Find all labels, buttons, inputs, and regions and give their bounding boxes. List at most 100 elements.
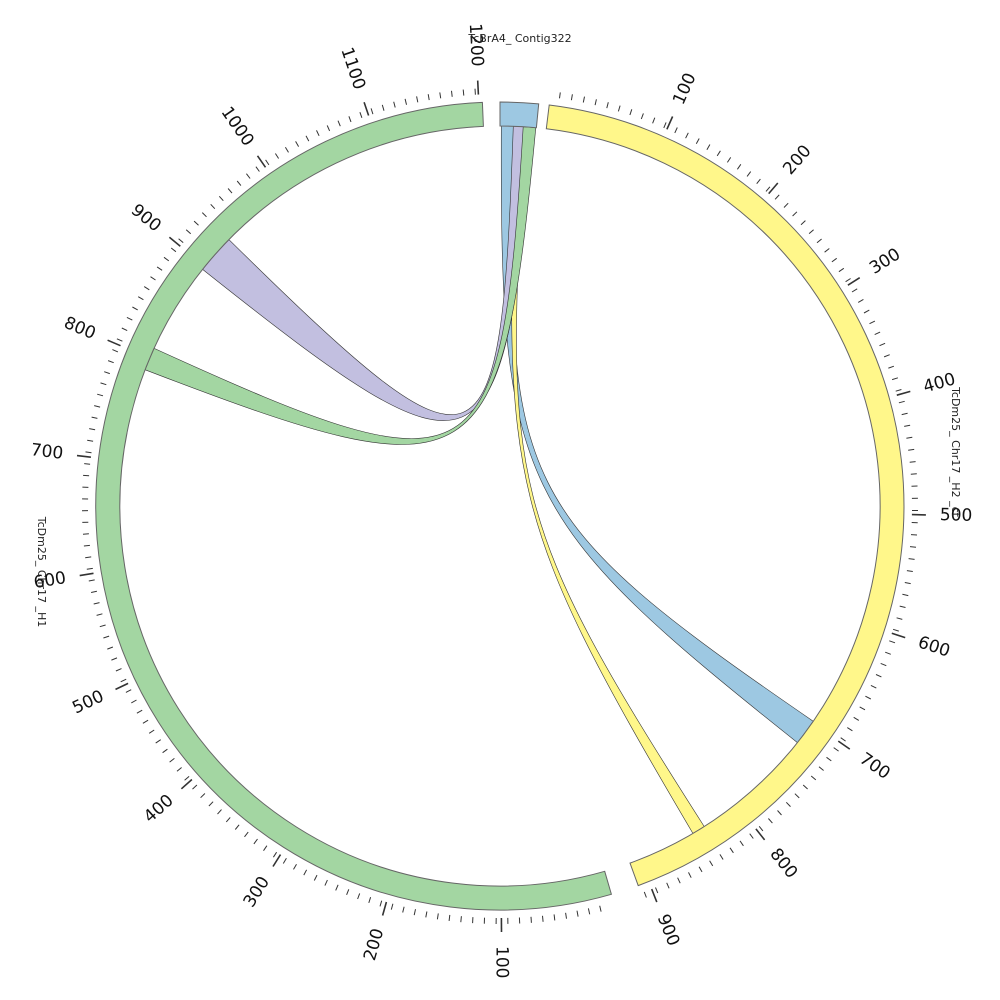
tick-major — [180, 778, 193, 790]
tick-minor — [87, 439, 94, 442]
tick-minor — [883, 354, 890, 358]
tick-minor — [885, 651, 891, 655]
tick-minor — [303, 869, 308, 876]
tick-minor — [425, 911, 428, 918]
chromosome-segments — [95, 101, 905, 911]
tick-minor — [826, 756, 832, 762]
tick-label-h1: 800 — [61, 313, 99, 344]
tick-major — [79, 572, 94, 577]
tick-minor — [439, 92, 442, 99]
tick-minor — [86, 567, 93, 570]
tick-minor — [404, 98, 407, 105]
tick-minor — [863, 309, 870, 314]
tick-label-h2: 600 — [915, 632, 952, 661]
tick-minor — [143, 286, 150, 291]
tick-minor — [749, 833, 754, 839]
tick-minor — [390, 903, 394, 910]
tick-minor — [115, 668, 122, 672]
tick-major — [168, 236, 181, 247]
tick-minor — [865, 695, 872, 700]
tick-minor — [274, 153, 280, 159]
tick-label-h2: 500 — [940, 505, 973, 526]
tick-minor — [895, 389, 902, 392]
tick-minor — [253, 838, 258, 845]
tick-minor — [643, 891, 647, 898]
tick-minor — [906, 570, 913, 572]
tick-minor — [785, 801, 791, 807]
tick-minor — [874, 331, 881, 336]
tick-label-h2: 800 — [765, 845, 801, 883]
tick-minor — [131, 699, 137, 704]
tick-label-h2: 200 — [779, 141, 815, 179]
tick-minor — [845, 278, 851, 283]
tick-major — [768, 182, 779, 195]
tick-minor — [451, 90, 453, 97]
segment-label-h1: TcDm25_ Chr17 _H1 — [35, 516, 48, 628]
tick-minor — [176, 767, 182, 772]
tick-minor — [802, 784, 808, 790]
tick-minor — [218, 195, 224, 202]
tick-minor — [736, 164, 742, 170]
tick-minor — [716, 150, 721, 157]
tick-minor — [663, 122, 667, 129]
tick-minor — [184, 776, 190, 781]
tick-minor — [685, 132, 689, 139]
tick-minor — [185, 229, 192, 235]
tick-minor — [888, 365, 895, 369]
tick-minor — [125, 689, 132, 693]
tick-minor — [582, 96, 585, 103]
tick-minor — [824, 248, 830, 253]
tick-minor — [666, 882, 670, 889]
tick-minor — [688, 872, 692, 878]
tick-minor — [295, 141, 300, 147]
tick-minor — [559, 92, 561, 99]
tick-label-h2: 900 — [653, 911, 684, 949]
tick-minor — [99, 624, 106, 628]
tick-minor — [265, 159, 270, 166]
tick-minor — [88, 579, 95, 582]
tick-major — [476, 80, 480, 95]
tick-minor — [148, 729, 155, 734]
tick-minor — [170, 247, 177, 253]
tick-label-h1: 900 — [127, 200, 165, 236]
tick-label-h1: 400 — [140, 791, 178, 828]
link-ribbon-contig-h1-3 — [202, 125, 535, 421]
tick-minor — [326, 125, 331, 132]
tick-major — [107, 339, 121, 347]
tick-minor — [246, 173, 251, 179]
tick-minor — [891, 377, 899, 381]
tick-minor — [416, 96, 419, 103]
tick-label-h1: 1000 — [217, 103, 258, 150]
tick-minor — [909, 546, 917, 548]
link-ribbons — [144, 125, 814, 834]
tick-minor — [783, 202, 789, 208]
tick-minor — [112, 349, 119, 353]
tick-minor — [121, 327, 128, 332]
tick-minor — [818, 766, 824, 771]
tick-minor — [156, 266, 163, 271]
tick-minor — [542, 915, 544, 922]
tick-minor — [346, 889, 350, 895]
tick-major — [755, 828, 766, 841]
tick-minor — [359, 112, 363, 118]
tick-minor — [719, 854, 724, 860]
tick-minor — [225, 817, 231, 823]
tick-minor — [163, 256, 170, 262]
tick-minor — [831, 257, 838, 263]
tick-minor — [899, 605, 906, 608]
tick-minor — [244, 831, 249, 838]
tick-minor — [357, 893, 361, 900]
tick-minor — [553, 914, 556, 921]
tick-label-h2: 100 — [669, 70, 700, 108]
tick-minor — [746, 171, 752, 177]
tick-minor — [875, 674, 882, 678]
tick-minor — [677, 877, 681, 884]
tick-minor — [460, 916, 462, 923]
tick-minor — [599, 905, 602, 912]
tick-minor — [193, 220, 199, 226]
link-ribbon-contig-h1-4 — [144, 126, 537, 445]
tick-minor — [393, 101, 396, 108]
tick-minor — [462, 89, 465, 96]
tick-minor — [84, 463, 91, 465]
tick-minor — [91, 416, 98, 419]
